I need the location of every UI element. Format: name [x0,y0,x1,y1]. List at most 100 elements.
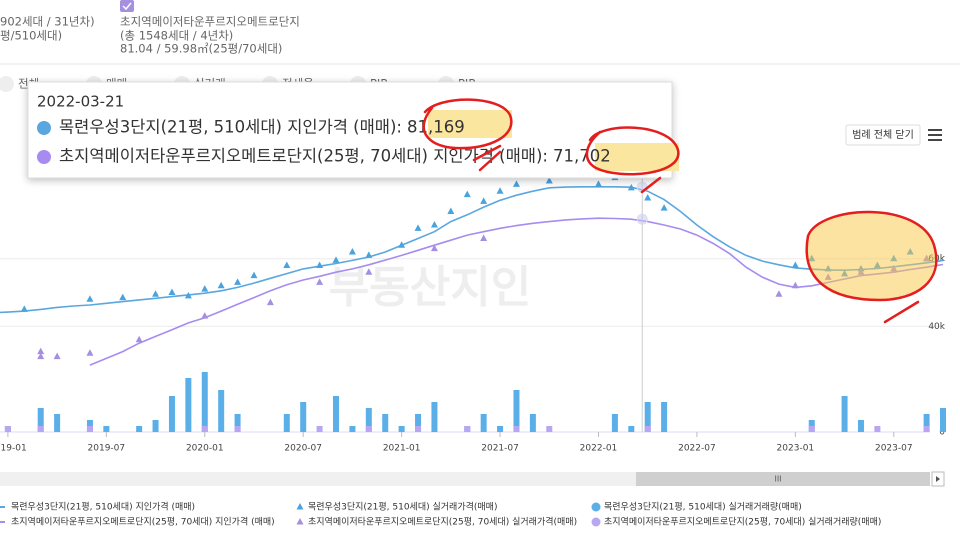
check-icon [122,2,132,11]
trade-point [234,278,242,285]
red-circle [422,98,513,150]
volume-bar [923,426,930,432]
legend-label[interactable]: 목련우성3단지(21평, 510세대) 실거래거래량(매매) [604,501,802,513]
volume-bar [37,408,44,432]
trade-point [545,177,553,184]
volume-bar [529,414,536,432]
trade-point [152,290,160,297]
trade-point [283,261,291,268]
arrow-icon [936,476,940,482]
trade-point [430,220,438,228]
scroll-grip: III [774,475,781,484]
volume-bar [54,414,61,432]
trade-point [119,293,127,301]
legend-marker [296,518,304,525]
header-left: 902세대 / 31년차) [0,15,95,29]
x-tick-label: 2021-07 [481,444,519,454]
trade-point [348,247,356,255]
volume-bar [398,426,405,432]
trade-point [332,256,340,263]
tooltip-date: 2022-03-21 [37,93,124,111]
legend-label[interactable]: 초지역메이저타운푸르지오메트로단지(25평, 70세대) 실거래가격(매매) [308,516,577,528]
x-tick-label: 2019-01 [0,444,27,454]
trade-point [316,261,324,268]
price-line [0,186,944,314]
legend-label[interactable]: 초지역메이저타운푸르지오메트로단지(25평, 70세대) 지인가격 (매매) [11,516,275,528]
trade-point [53,352,61,360]
trade-point [37,352,45,360]
x-tick-label: 2023-07 [875,444,913,454]
volume-bar [316,426,323,432]
trade-point [86,295,94,302]
header-right: 81.04 / 59.98㎡(25평/70세대) [120,42,282,56]
legend-marker [296,503,304,510]
volume-bar [431,402,438,432]
volume-bar [940,408,946,432]
tooltip-marker [37,150,51,164]
volume-bar [644,402,651,432]
volume-bar [365,426,372,432]
price-line [89,217,944,366]
volume-bar [168,396,175,432]
volume-bar [218,390,225,432]
tooltip-box [27,81,673,179]
x-tick-label: 2021-01 [383,444,421,454]
trade-point [594,180,602,187]
legend-label[interactable]: 초지역메이저타운푸르지오메트로단지(25평, 70세대) 실거래거래량(매매) [604,516,881,528]
y-tick-label: 40k [928,322,945,332]
x-tick-label: 2023-01 [777,444,815,454]
legend: 목련우성3단지(21평, 510세대) 지인가격 (매매) 초지역메이저타운푸르지… [0,501,881,528]
volume-bar [513,390,520,432]
trade-point [791,261,799,268]
trade-point [414,224,422,231]
legend-button-label: 범례 전체 닫기 [852,129,914,141]
scroll-thumb[interactable] [636,472,930,486]
trade-point [660,204,668,211]
menu-icon[interactable] [928,129,942,141]
volume-bar [808,426,815,432]
trade-point [365,268,373,275]
header-right: (총 1548세대 / 4년차) [120,29,233,43]
tooltip: 2022-03-21 목련우성3단지(21평, 510세대) 지인가격 (매매):… [27,81,679,179]
trade-point [398,241,406,248]
tooltip-value: 71,702 [553,147,611,166]
x-tick-label: 2020-07 [284,444,322,454]
trade-point [86,349,94,356]
hover-point [636,213,648,225]
volume-bar [136,426,143,432]
highlight-ellipse [805,210,938,302]
x-tick-label: 2022-01 [580,444,618,454]
highlight [428,110,512,138]
volume-bar [874,426,881,432]
legend-label[interactable]: 목련우성3단지(21평, 510세대) 지인가격 (매매) [11,501,195,513]
legend-button[interactable] [845,124,921,146]
volume-bar [349,426,356,432]
trade-point [480,234,488,241]
trade-point [37,347,45,355]
volume-bar [415,426,422,432]
trade-point [447,207,455,214]
volume-bar [300,402,307,432]
volume-bar [857,420,864,432]
volume-bar [152,420,159,432]
highlight [595,143,679,171]
trade-point [250,271,258,279]
trade-point [135,335,143,343]
red-circle [585,126,680,194]
trade-point [480,197,488,204]
trade-point [168,288,176,296]
trade-point [217,281,225,289]
toggle[interactable] [0,76,14,92]
trade-point [775,290,783,297]
volume-bar [611,414,618,432]
volume-bar [644,426,651,432]
volume-bar [841,396,848,432]
volume-bar [201,426,208,432]
header-left: 평/510세대) [0,29,62,43]
checkbox[interactable] [120,0,134,12]
legend-label[interactable]: 목련우성3단지(21평, 510세대) 실거래가격(매매) [308,501,497,513]
trade-point [496,187,504,194]
trade-point [316,278,324,285]
volume-bar [546,426,553,432]
tooltip-marker [37,121,51,135]
